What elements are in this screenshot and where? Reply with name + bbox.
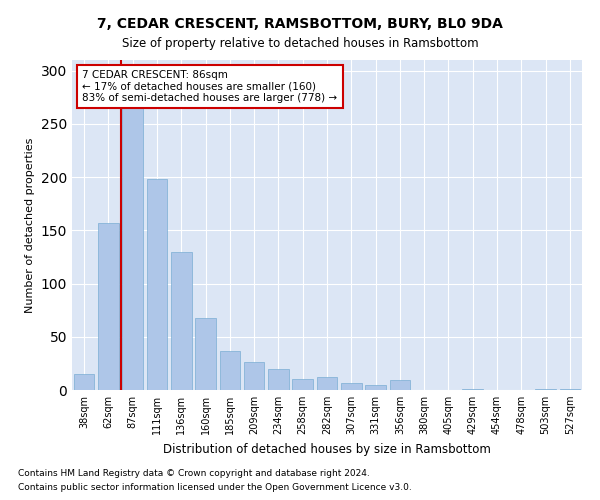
Text: 7 CEDAR CRESCENT: 86sqm
← 17% of detached houses are smaller (160)
83% of semi-d: 7 CEDAR CRESCENT: 86sqm ← 17% of detache… — [82, 70, 337, 103]
Y-axis label: Number of detached properties: Number of detached properties — [25, 138, 35, 312]
Bar — [389, 380, 410, 390]
Bar — [220, 350, 240, 390]
Bar — [365, 384, 386, 390]
Bar — [146, 179, 167, 390]
Bar — [195, 318, 216, 390]
Bar — [292, 380, 313, 390]
Text: Size of property relative to detached houses in Ramsbottom: Size of property relative to detached ho… — [122, 38, 478, 51]
Bar — [560, 389, 580, 390]
Text: Contains public sector information licensed under the Open Government Licence v3: Contains public sector information licen… — [18, 484, 412, 492]
Text: 7, CEDAR CRESCENT, RAMSBOTTOM, BURY, BL0 9DA: 7, CEDAR CRESCENT, RAMSBOTTOM, BURY, BL0… — [97, 18, 503, 32]
Bar — [244, 362, 265, 390]
Bar — [341, 382, 362, 390]
Bar — [268, 368, 289, 390]
Bar — [122, 82, 143, 390]
Bar — [98, 223, 119, 390]
Bar — [317, 377, 337, 390]
X-axis label: Distribution of detached houses by size in Ramsbottom: Distribution of detached houses by size … — [163, 442, 491, 456]
Bar — [535, 389, 556, 390]
Text: Contains HM Land Registry data © Crown copyright and database right 2024.: Contains HM Land Registry data © Crown c… — [18, 468, 370, 477]
Bar — [463, 389, 483, 390]
Bar — [171, 252, 191, 390]
Bar — [74, 374, 94, 390]
